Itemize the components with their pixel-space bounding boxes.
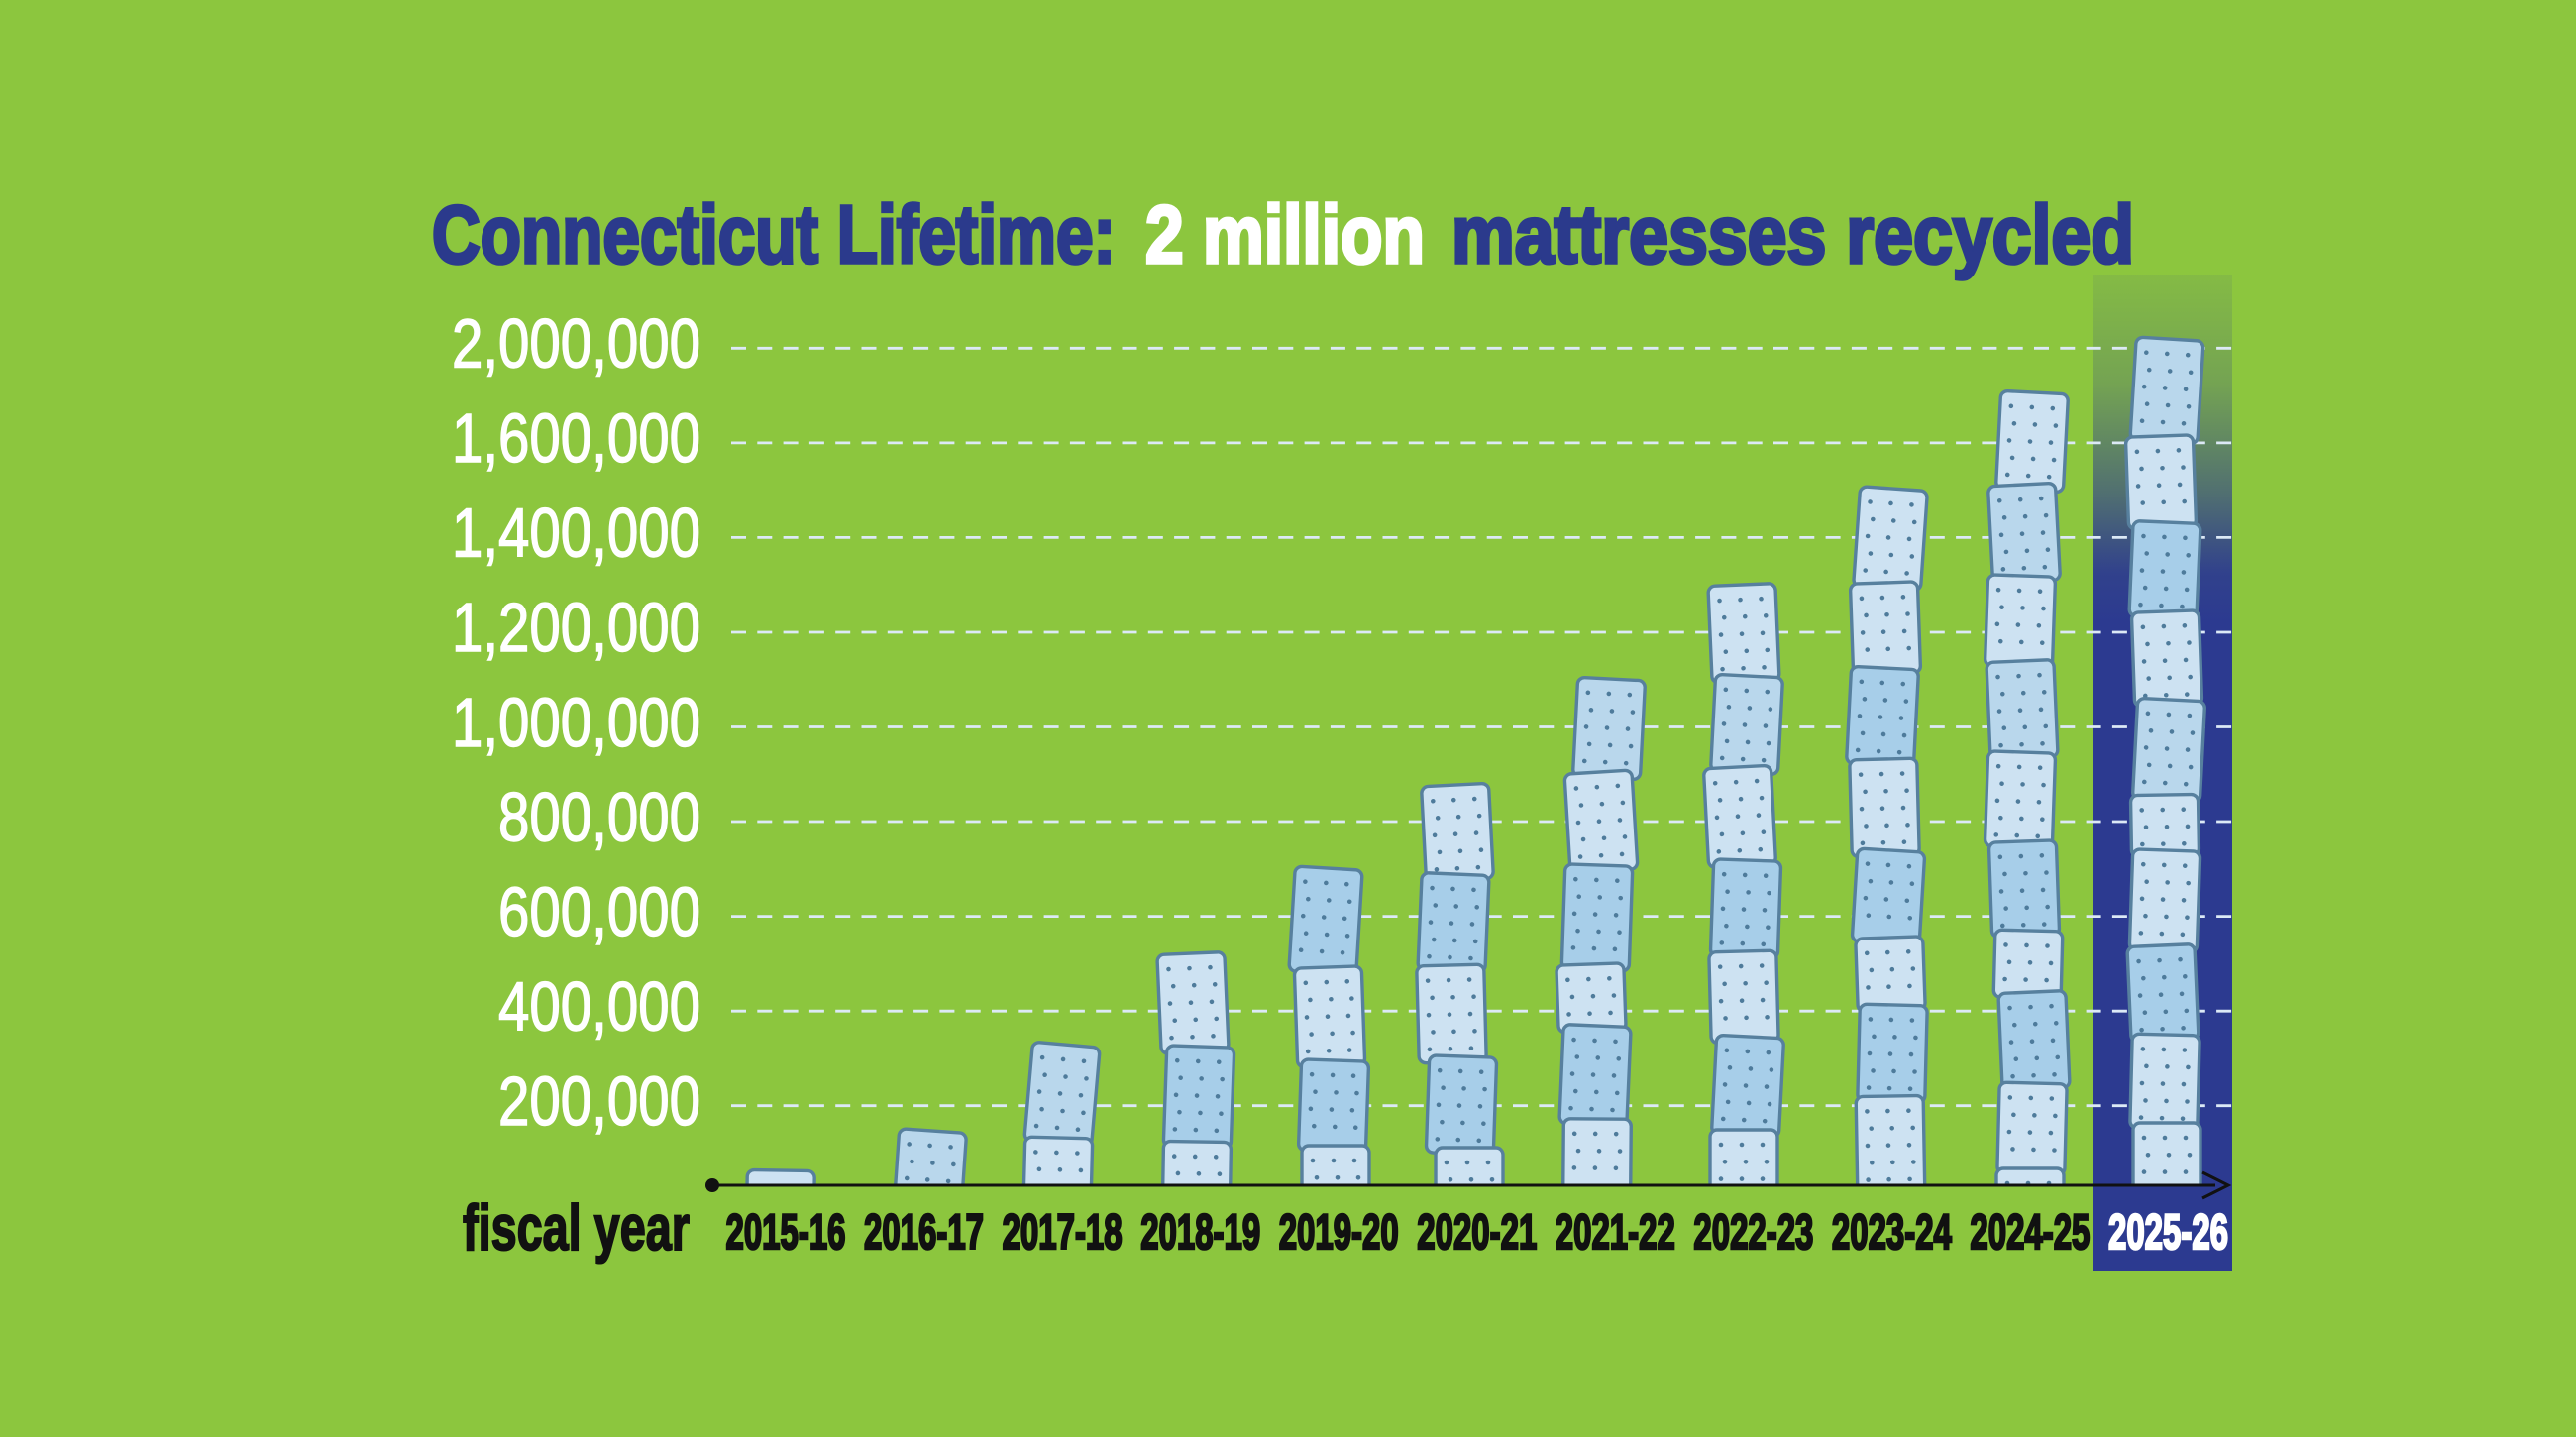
svg-text:mattresses recycled: mattresses recycled <box>1451 188 2134 280</box>
svg-text:2015-16: 2015-16 <box>726 1204 846 1260</box>
svg-text:1,400,000: 1,400,000 <box>452 495 700 572</box>
svg-text:400,000: 400,000 <box>498 968 700 1046</box>
svg-text:Connecticut Lifetime:: Connecticut Lifetime: <box>432 188 1116 280</box>
svg-text:800,000: 800,000 <box>498 778 700 855</box>
svg-text:600,000: 600,000 <box>498 873 700 950</box>
svg-text:200,000: 200,000 <box>498 1062 700 1140</box>
svg-text:2 million: 2 million <box>1145 188 1425 280</box>
svg-text:2019-20: 2019-20 <box>1279 1204 1399 1260</box>
svg-text:2020-21: 2020-21 <box>1417 1204 1537 1260</box>
svg-text:1,600,000: 1,600,000 <box>452 399 700 477</box>
svg-text:1,000,000: 1,000,000 <box>452 684 700 761</box>
svg-text:2018-19: 2018-19 <box>1140 1204 1260 1260</box>
svg-text:2016-17: 2016-17 <box>864 1204 984 1260</box>
svg-text:2024-25: 2024-25 <box>1970 1204 2090 1260</box>
svg-text:2022-23: 2022-23 <box>1693 1204 1813 1260</box>
svg-text:1,200,000: 1,200,000 <box>452 589 700 666</box>
svg-text:2023-24: 2023-24 <box>1832 1204 1952 1260</box>
svg-text:fiscal year: fiscal year <box>463 1191 690 1264</box>
svg-text:2,000,000: 2,000,000 <box>452 305 700 383</box>
svg-text:2025-26: 2025-26 <box>2108 1204 2228 1260</box>
svg-text:2021-22: 2021-22 <box>1556 1204 1675 1260</box>
svg-text:2017-18: 2017-18 <box>1003 1204 1123 1260</box>
